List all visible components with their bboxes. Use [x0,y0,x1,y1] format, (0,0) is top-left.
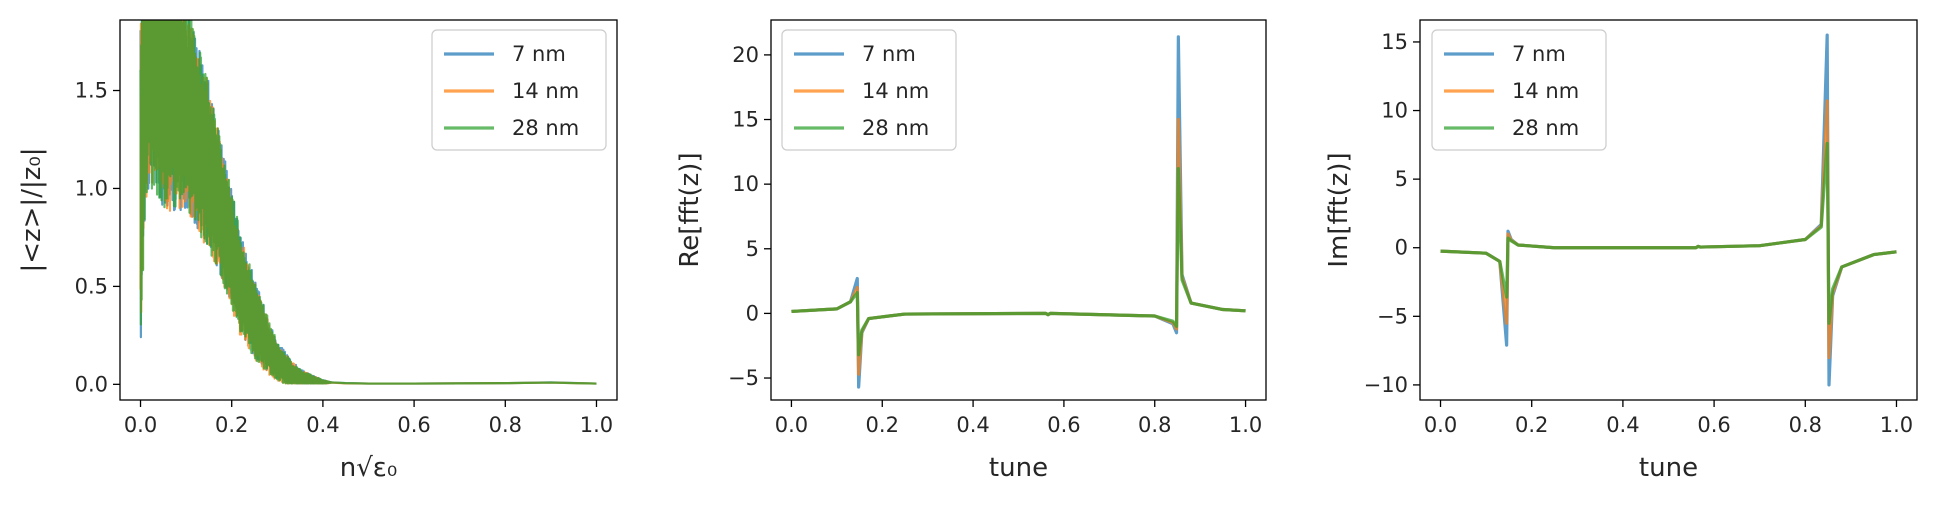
y-axis-label: Im[fft(z)] [1324,152,1354,267]
x-tick-label: 0.4 [306,413,339,437]
x-axis-label: tune [989,453,1048,483]
y-tick-label: 0 [1395,236,1408,260]
x-tick-label: 0.2 [1515,413,1548,437]
plot-area [139,20,597,385]
x-tick-label: 0.2 [215,413,248,437]
series-line-28-nm [791,167,1246,357]
axes-frame [1419,19,1918,401]
axes-frame [119,19,618,401]
legend-label: 28 nm [1512,116,1579,140]
legend-box [431,29,607,151]
plot-area [1440,33,1897,387]
x-tick-label: 0.4 [956,413,989,437]
legend: 7 nm 14 nm 28 nm [781,29,957,151]
y-tick-label: 1.0 [75,176,108,200]
x-tick-label: 0.6 [397,413,430,437]
legend-label: 14 nm [1512,79,1579,103]
legend: 7 nm 14 nm 28 nm [1431,29,1607,151]
legend-box [1431,29,1607,151]
y-tick-label: 15 [732,108,759,132]
legend-box [781,29,957,151]
y-tick-label: 0.0 [75,372,108,396]
x-axis-label: n√ε₀ [340,453,398,483]
x-tick-label: 0.0 [1424,413,1457,437]
y-tick-label: 20 [732,43,759,67]
legend-label: 7 nm [512,42,566,66]
x-tick-label: 1.0 [1880,413,1913,437]
legend-label: 14 nm [862,79,929,103]
chart-panel-2: 0.0 0.2 0.4 0.6 0.8 1.0 −5 0 5 10 15 20 tune Re[fft(z… [675,19,1267,483]
y-tick-label: −5 [728,366,759,390]
legend-label: 28 nm [862,116,929,140]
x-tick-label: 0.6 [1697,413,1730,437]
x-tick-label: 0.2 [866,413,899,437]
chart-panel-3: 0.0 0.2 0.4 0.6 0.8 1.0 −10 −5 0 5 10 15 tune Im[fft(… [1324,19,1918,483]
x-tick-label: 0.4 [1606,413,1639,437]
x-axis-label: tune [1639,453,1698,483]
x-tick-label: 0.0 [124,413,157,437]
series-line-28-nm [1440,141,1897,325]
x-tick-label: 0.8 [1789,413,1822,437]
legend-label: 7 nm [862,42,916,66]
plot-area [791,35,1246,389]
axes-frame [770,19,1267,401]
x-tick-label: 0.8 [489,413,522,437]
y-tick-label: 0.5 [75,274,108,298]
y-tick-label: 5 [1395,167,1408,191]
y-tick-label: −5 [1377,304,1408,328]
x-tick-label: 1.0 [1229,413,1262,437]
x-tick-label: 0.0 [775,413,808,437]
y-tick-label: −10 [1364,373,1408,397]
y-tick-label: 5 [746,237,759,261]
legend-label: 28 nm [512,116,579,140]
y-tick-label: 0 [746,301,759,325]
series-line-28-nm [139,20,597,385]
y-tick-label: 15 [1381,30,1408,54]
y-axis-label: |<z>|/|z₀| [17,147,47,272]
x-tick-label: 0.8 [1138,413,1171,437]
x-tick-label: 1.0 [580,413,613,437]
y-tick-label: 1.5 [75,79,108,103]
legend-label: 7 nm [1512,42,1566,66]
legend: 7 nm 14 nm 28 nm [431,29,607,151]
legend-label: 14 nm [512,79,579,103]
y-tick-label: 10 [1381,99,1408,123]
chart-panel-1: 0.0 0.2 0.4 0.6 0.8 1.0 0.0 0.5 1.0 1.5 n√ε₀ |<z>|/… [17,19,618,483]
y-axis-label: Re[fft(z)] [675,152,705,267]
x-tick-label: 0.6 [1047,413,1080,437]
y-tick-label: 10 [732,172,759,196]
